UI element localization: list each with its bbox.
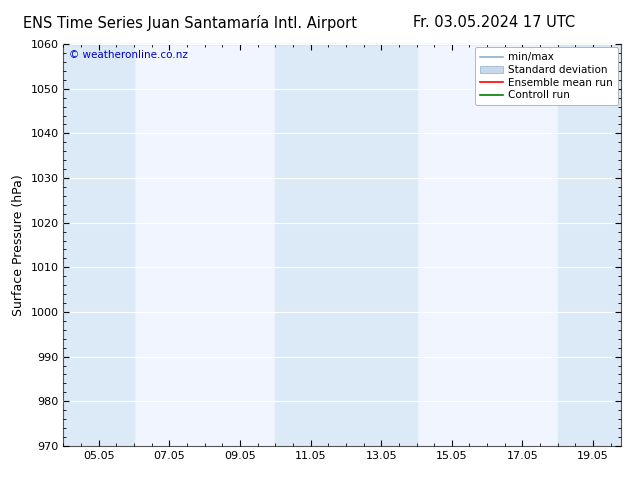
Bar xyxy=(63,44,134,446)
Legend: min/max, Standard deviation, Ensemble mean run, Controll run: min/max, Standard deviation, Ensemble me… xyxy=(475,47,618,105)
Text: © weatheronline.co.nz: © weatheronline.co.nz xyxy=(69,50,188,60)
Y-axis label: Surface Pressure (hPa): Surface Pressure (hPa) xyxy=(12,174,25,316)
Text: Fr. 03.05.2024 17 UTC: Fr. 03.05.2024 17 UTC xyxy=(413,15,576,30)
Bar xyxy=(275,44,417,446)
Text: ENS Time Series Juan Santamaría Intl. Airport: ENS Time Series Juan Santamaría Intl. Ai… xyxy=(23,15,357,31)
Bar xyxy=(558,44,621,446)
